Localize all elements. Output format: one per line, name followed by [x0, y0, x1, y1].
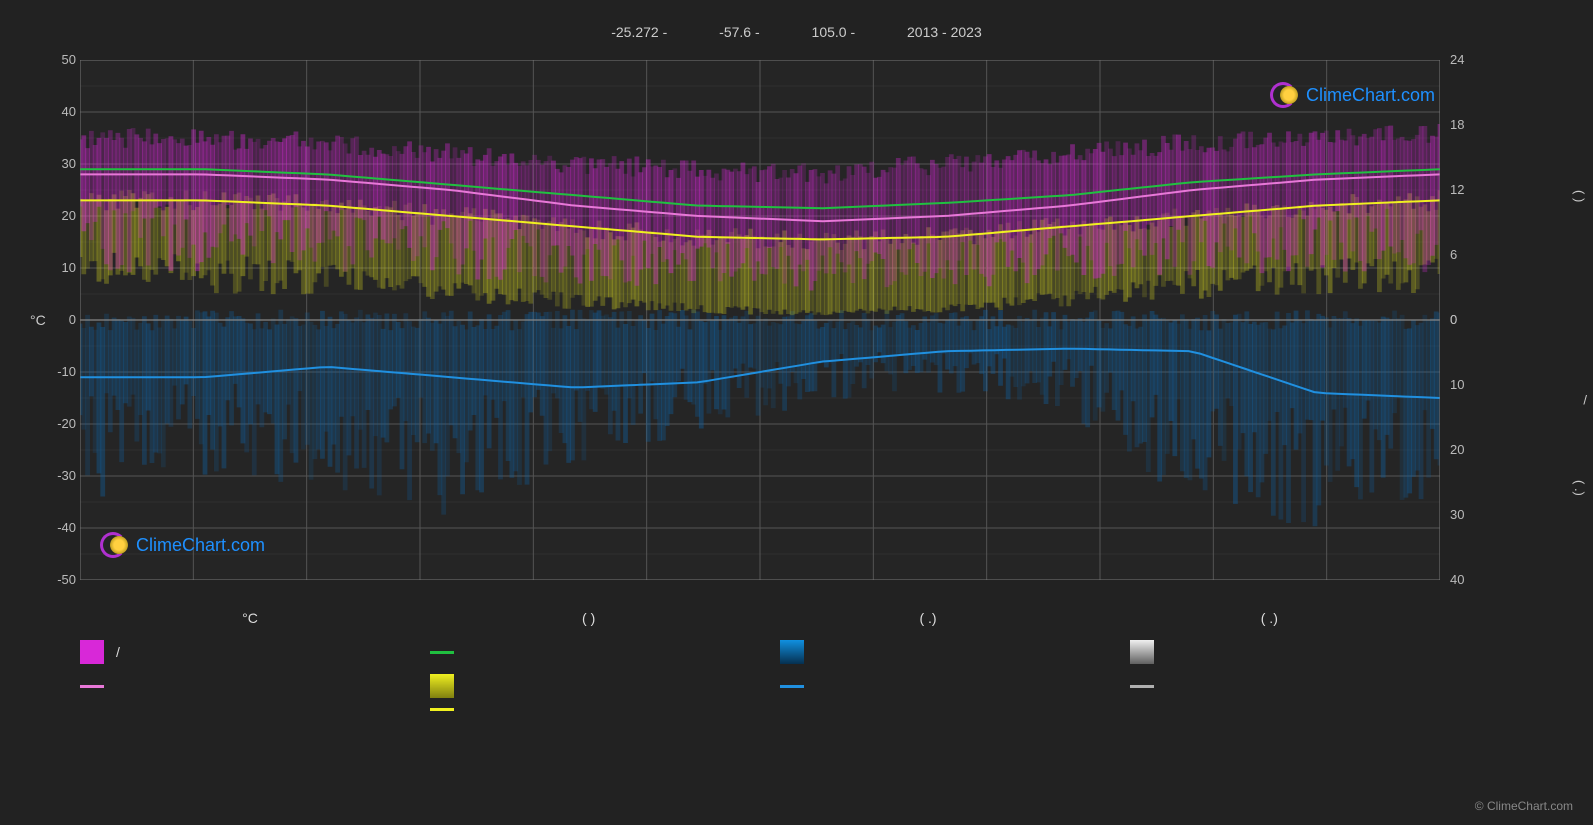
y-right-top-label: ( ): [1572, 190, 1587, 202]
legend-item: [430, 674, 740, 698]
legend-label: /: [116, 644, 120, 660]
y-right-tick-bottom: 10: [1450, 377, 1464, 392]
y-right-tick-bottom: 20: [1450, 442, 1464, 457]
legend-item: [780, 640, 1090, 664]
climate-chart: ClimeChart.com ClimeChart.com: [80, 60, 1440, 580]
legend-item: [780, 674, 1090, 698]
legend-header: ( .): [919, 610, 936, 626]
legend-swatch: [780, 640, 804, 664]
y-left-tick: -30: [48, 468, 76, 483]
y-left-tick: -40: [48, 520, 76, 535]
y-left-tick: -50: [48, 572, 76, 587]
y-left-tick: 0: [48, 312, 76, 327]
y-right-tick-top: 6: [1450, 247, 1457, 262]
legend-item: [1130, 674, 1440, 698]
legend-swatch: [430, 674, 454, 698]
chart-header-meta: -25.272 - -57.6 - 105.0 - 2013 - 2023: [0, 24, 1593, 40]
legend-swatch: [80, 640, 104, 664]
brand-text: ClimeChart.com: [1306, 85, 1435, 106]
y-left-tick: 50: [48, 52, 76, 67]
y-left-tick: -20: [48, 416, 76, 431]
y-right-bottom-label: ( .): [1572, 480, 1587, 496]
chart-svg: [80, 60, 1440, 580]
meta-years: 2013 - 2023: [907, 24, 982, 40]
y-right-tick-top: 12: [1450, 182, 1464, 197]
legend-swatch: [1130, 640, 1154, 664]
legend-item: [1130, 640, 1440, 664]
legend-item: [80, 708, 390, 711]
legend: °C ( ) ( .) ( .) /: [80, 610, 1440, 711]
y-left-axis-label: °C: [30, 312, 46, 328]
legend-swatch: [780, 685, 804, 688]
meta-lon: -57.6 -: [719, 24, 759, 40]
footer-credit: © ClimeChart.com: [1475, 799, 1573, 813]
legend-swatch: [1130, 685, 1154, 688]
y-right-tick-bottom: 40: [1450, 572, 1464, 587]
legend-item: [430, 708, 740, 711]
y-left-tick: -10: [48, 364, 76, 379]
brand-logo-top: ClimeChart.com: [1270, 80, 1435, 110]
legend-item: [780, 708, 1090, 711]
legend-header: ( .): [1261, 610, 1278, 626]
legend-swatch: [80, 685, 104, 688]
climechart-icon: [1270, 80, 1300, 110]
legend-item: /: [80, 640, 390, 664]
brand-logo-bottom: ClimeChart.com: [100, 530, 265, 560]
y-left-tick: 10: [48, 260, 76, 275]
legend-swatch: [430, 651, 454, 654]
y-left-tick: 40: [48, 104, 76, 119]
y-right-tick-bottom: 30: [1450, 507, 1464, 522]
legend-swatch: [430, 708, 454, 711]
y-right-tick-top: 24: [1450, 52, 1464, 67]
y-left-tick: 30: [48, 156, 76, 171]
brand-text: ClimeChart.com: [136, 535, 265, 556]
y-right-tick-bottom: 0: [1450, 312, 1457, 327]
meta-elev: 105.0 -: [812, 24, 856, 40]
legend-item: [1130, 708, 1440, 711]
meta-lat: -25.272 -: [611, 24, 667, 40]
y-right-tick-top: 18: [1450, 117, 1464, 132]
y-right-bottom-label-slash: /: [1583, 393, 1587, 408]
legend-header: ( ): [582, 610, 595, 626]
legend-header: °C: [242, 610, 258, 626]
y-left-tick: 20: [48, 208, 76, 223]
legend-item: [80, 674, 390, 698]
legend-item: [430, 640, 740, 664]
climechart-icon: [100, 530, 130, 560]
